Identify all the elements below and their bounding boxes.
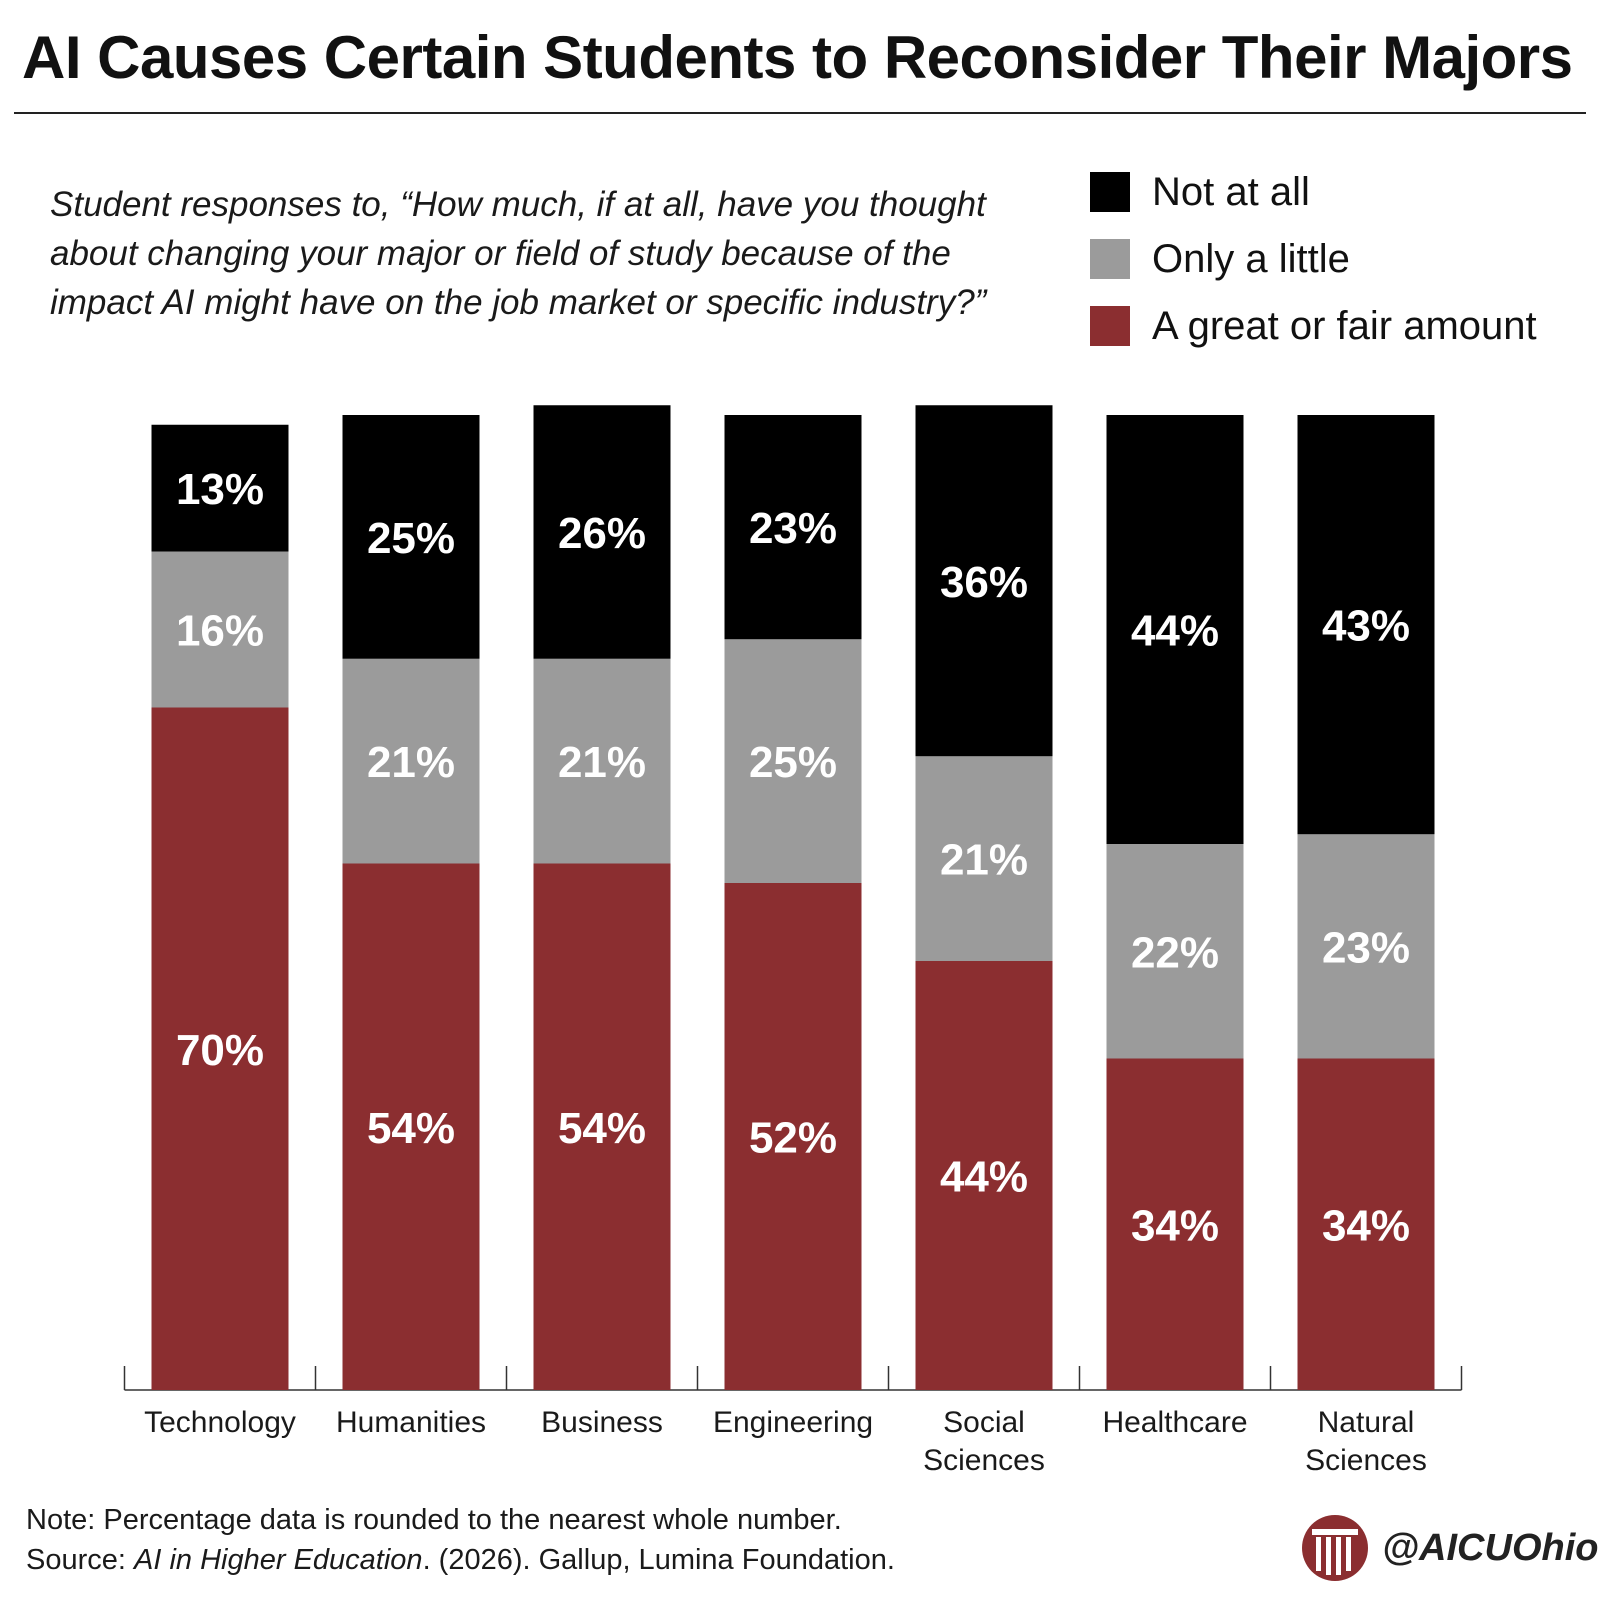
bar-segment-social-sciences-a-great-or-fair-amount [915,961,1053,1390]
bar-segment-technology-a-great-or-fair-amount [151,707,289,1390]
data-label-social-sciences-a-great-or-fair-amount: 44% [940,1153,1028,1202]
data-label-social-sciences-only-a-little: 21% [940,836,1028,885]
legend-label-not-at-all: Not at all [1152,170,1310,214]
chart-subtitle: Student responses to, “How much, if at a… [50,185,987,322]
legend-swatch-not-at-all [1090,172,1130,212]
data-label-engineering-not-at-all: 23% [749,504,837,553]
source-title: AI in Higher Education [134,1544,423,1576]
data-label-business-a-great-or-fair-amount: 54% [558,1104,646,1153]
bar-segment-natural-sciences-only-a-little [1297,834,1435,1059]
data-label-business-not-at-all: 26% [558,509,646,558]
bar-segment-healthcare-a-great-or-fair-amount [1106,1058,1244,1390]
data-label-natural-sciences-only-a-little: 23% [1322,923,1410,972]
bar-segment-social-sciences-only-a-little [915,756,1053,961]
x-tick-label-engineering: Engineering [713,1406,873,1439]
x-tick-label-technology: Technology [144,1406,296,1439]
stacked-bar-chart: 70% 16% 13% Technology 54% 21% 25% Humanities 54… [123,405,1463,1477]
x-tick-label-humanities: Humanities [336,1406,486,1439]
legend: Not at all Only a little A great or fair… [1090,170,1590,371]
legend-label-great-or-fair: A great or fair amount [1152,304,1537,348]
data-label-natural-sciences-a-great-or-fair-amount: 34% [1322,1201,1410,1250]
footnote: Note: Percentage data is rounded to the … [26,1504,842,1536]
data-label-humanities-only-a-little: 21% [367,738,455,787]
data-label-healthcare-a-great-or-fair-amount: 34% [1131,1201,1219,1250]
data-label-healthcare-not-at-all: 44% [1131,607,1219,656]
bar-segment-business-only-a-little [533,658,671,864]
legend-item-not-at-all: Not at all [1090,170,1590,214]
legend-label-only-a-little: Only a little [1152,237,1350,281]
brand: @AICUOhio [1300,1508,1598,1588]
x-tick-label-natural-sciences: Natural Sciences [1305,1406,1427,1477]
bar-segment-technology-not-at-all [151,424,289,552]
data-label-social-sciences-not-at-all: 36% [940,558,1028,607]
bar-segment-humanities-only-a-little [342,658,480,864]
bar-segment-engineering-only-a-little [724,639,862,883]
data-label-business-only-a-little: 21% [558,738,646,787]
source-prefix: Source: [26,1544,134,1576]
brand-handle: @AICUOhio [1382,1526,1599,1569]
data-label-engineering-a-great-or-fair-amount: 52% [749,1114,837,1163]
data-label-technology-not-at-all: 13% [176,465,264,514]
legend-swatch-great-or-fair [1090,306,1130,346]
bar-segment-engineering-not-at-all [724,415,862,640]
source-line: Source: AI in Higher Education. (2026). … [26,1540,895,1580]
data-label-humanities-not-at-all: 25% [367,514,455,563]
data-label-technology-only-a-little: 16% [176,607,264,656]
footer: Note: Percentage data is rounded to the … [26,1500,895,1580]
title-divider [14,112,1586,114]
legend-swatch-only-a-little [1090,239,1130,279]
bar-segment-business-a-great-or-fair-amount [533,863,671,1390]
bar-segment-natural-sciences-not-at-all [1297,415,1435,835]
bar-segment-healthcare-only-a-little [1106,844,1244,1059]
bar-segment-engineering-a-great-or-fair-amount [724,883,862,1390]
data-label-humanities-a-great-or-fair-amount: 54% [367,1104,455,1153]
bar-segment-natural-sciences-a-great-or-fair-amount [1297,1058,1435,1390]
bar-segment-technology-only-a-little [151,551,289,708]
bar-segment-humanities-not-at-all [342,415,480,659]
source-rest: . (2026). Gallup, Lumina Foundation. [422,1544,895,1576]
bar-segment-healthcare-not-at-all [1106,415,1244,844]
bar-segment-social-sciences-not-at-all [915,405,1053,757]
data-label-engineering-only-a-little: 25% [749,738,837,787]
legend-item-great-or-fair: A great or fair amount [1090,304,1590,348]
data-label-technology-a-great-or-fair-amount: 70% [176,1026,264,1075]
x-tick-label-social-sciences: Social Sciences [923,1406,1045,1477]
data-label-healthcare-only-a-little: 22% [1131,928,1219,977]
bar-segment-humanities-a-great-or-fair-amount [342,863,480,1390]
x-tick-label-healthcare: Healthcare [1102,1406,1247,1439]
data-label-natural-sciences-not-at-all: 43% [1322,602,1410,651]
aicu-pillar-logo-icon [1302,1515,1368,1581]
bar-segment-business-not-at-all [533,405,671,659]
legend-item-only-a-little: Only a little [1090,237,1590,281]
x-tick-label-business: Business [541,1406,663,1439]
chart-title: AI Causes Certain Students to Reconsider… [22,24,1573,91]
